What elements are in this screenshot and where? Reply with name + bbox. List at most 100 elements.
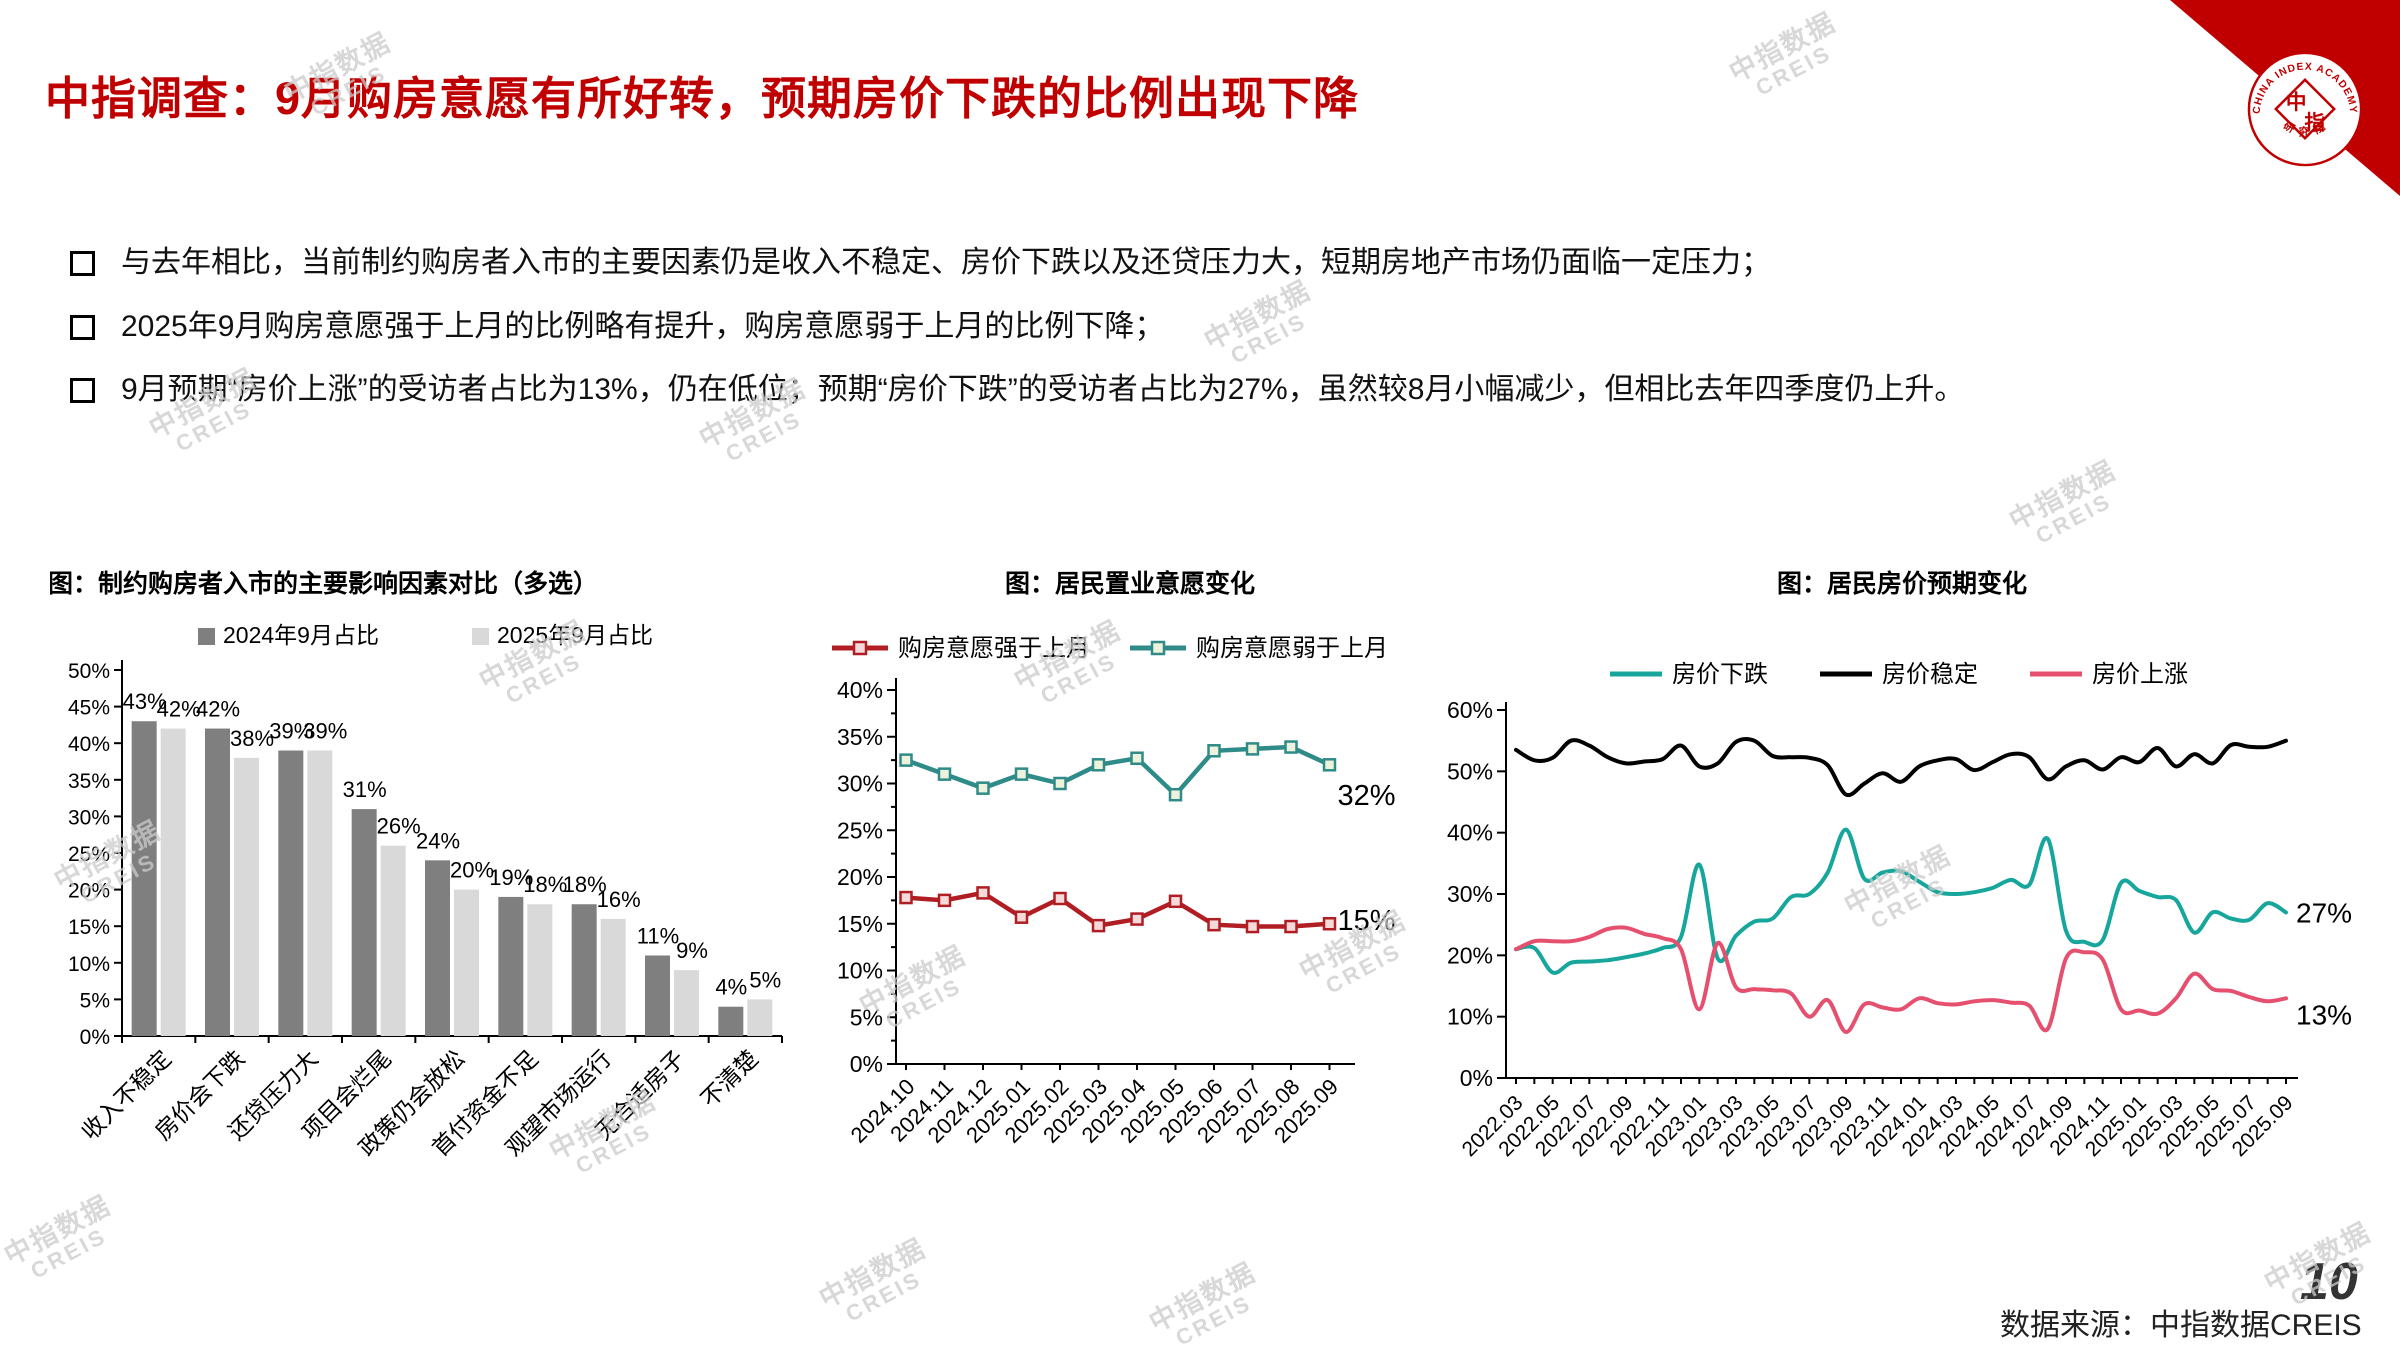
data-point-marker xyxy=(1130,751,1144,766)
legend-label: 房价稳定 xyxy=(1882,661,1978,688)
bar-value: 39% xyxy=(269,719,313,744)
y-tick-label: 45% xyxy=(68,697,110,720)
value-labels: 43%42%42%38%39%39%31%26%24%20%19%18%18%1… xyxy=(123,689,782,999)
data-point-marker xyxy=(1284,740,1298,754)
series-line xyxy=(1514,925,2288,1034)
legend: 购房意愿强于上月 购房意愿弱于上月 xyxy=(832,635,1388,662)
bar-2025 xyxy=(600,918,626,1036)
bar-2024 xyxy=(351,809,377,1036)
y-tick-label: 10% xyxy=(1447,1004,1493,1030)
bullet-text: 与去年相比，当前制约购房者入市的主要因素仍是收入不稳定、房价下跌以及还贷压力大，… xyxy=(121,246,1771,279)
chart-title: 图：居民房价预期变化 xyxy=(1777,569,2027,598)
bar-chart-constraints: 图：制约购房者入市的主要影响因素对比（多选） 2024年9月占比 2025年9月占比… xyxy=(50,569,783,1161)
bar-value: 24% xyxy=(416,828,460,853)
bar-value: 38% xyxy=(230,726,274,751)
bullet-list: 与去年相比，当前制约购房者入市的主要因素仍是收入不稳定、房价下跌以及还贷压力大，… xyxy=(70,244,2370,435)
y-tick-label: 15% xyxy=(837,911,883,937)
data-point-marker xyxy=(1053,776,1067,791)
y-tick-label: 10% xyxy=(68,953,110,976)
y-tick-label: 35% xyxy=(68,770,110,793)
company-logo: CHINA INDEX ACADEMY 研 究 院 中 指 xyxy=(2247,51,2363,167)
logo-char-top: 中 xyxy=(2286,90,2307,114)
bullet-square-icon xyxy=(70,251,95,276)
bar-2024 xyxy=(131,721,157,1036)
legend-label: 房价上涨 xyxy=(2092,661,2188,688)
data-point-marker xyxy=(899,890,913,905)
data-point-marker xyxy=(1245,742,1260,756)
y-tick-label: 50% xyxy=(1447,758,1493,784)
logo-circle xyxy=(2247,51,2363,167)
bar-value: 5% xyxy=(749,967,781,992)
series-line xyxy=(905,744,1331,798)
bar-2025 xyxy=(674,970,699,1036)
page-title: 中指调查：9月购房意愿有所好转，预期房价下跌的比例出现下降 xyxy=(45,73,1360,124)
logo-char-bottom: 指 xyxy=(2305,111,2326,135)
data-point-marker xyxy=(1053,891,1067,906)
y-tick-label: 0% xyxy=(80,1026,110,1049)
bullet-item: 与去年相比，当前制约购房者入市的主要因素仍是收入不稳定、房价下跌以及还贷压力大，… xyxy=(70,244,2370,282)
y-tick-label: 0% xyxy=(850,1051,883,1077)
bar-value: 20% xyxy=(450,858,494,883)
bar-value: 42% xyxy=(196,697,240,722)
y-tick-label: 20% xyxy=(837,864,883,890)
y-tick-label: 60% xyxy=(1447,697,1493,723)
bar-2025 xyxy=(527,904,553,1036)
bar-2024 xyxy=(425,860,450,1036)
legend-marker xyxy=(1150,640,1166,656)
y-tick-label: 20% xyxy=(68,880,110,903)
data-point-marker xyxy=(1014,910,1029,924)
bar-value: 18% xyxy=(523,872,567,897)
page-number: 10 xyxy=(2300,1253,2358,1311)
legend-swatch xyxy=(472,628,489,645)
legend-label: 购房意愿强于上月 xyxy=(898,635,1090,662)
bar-value: 9% xyxy=(676,938,708,963)
y-tick-label: 20% xyxy=(1447,942,1493,968)
bar-value: 43% xyxy=(123,689,167,714)
data-point-marker xyxy=(1168,894,1183,909)
y-tick-label: 30% xyxy=(837,771,883,797)
y-tick-label: 25% xyxy=(837,817,883,843)
y-tick-label: 30% xyxy=(68,806,110,829)
bar-value: 11% xyxy=(637,923,679,948)
legend-swatch xyxy=(198,628,215,645)
axes xyxy=(1497,702,2298,1084)
bar-2024 xyxy=(571,904,597,1036)
y-tick-label: 35% xyxy=(837,724,883,750)
bars xyxy=(131,721,773,1036)
legend-label: 房价下跌 xyxy=(1672,661,1768,688)
bar-2025 xyxy=(160,728,186,1036)
legend-label: 2024年9月占比 xyxy=(223,622,379,648)
bullet-square-icon xyxy=(70,314,95,340)
bar-2025 xyxy=(747,999,773,1036)
bar-2025 xyxy=(234,757,259,1036)
y-tick-label: 25% xyxy=(68,843,110,866)
y-tick-label: 40% xyxy=(1447,820,1493,846)
y-tick-label: 30% xyxy=(1447,881,1493,907)
bar-2025 xyxy=(454,889,479,1036)
bullet-text: 2025年9月购房意愿强于上月的比例略有提升，购房意愿弱于上月的比例下降； xyxy=(121,309,1165,343)
watermark: 中指数据 CREIS xyxy=(2004,454,2121,549)
data-point-marker xyxy=(1014,767,1029,781)
data-point-marker xyxy=(1322,758,1337,772)
bar-value: 18% xyxy=(563,872,607,897)
bar-2025 xyxy=(307,750,333,1036)
watermark: 中指数据 CREIS xyxy=(1724,6,1841,101)
data-source: 数据来源：中指数据CREIS xyxy=(2000,1309,2362,1342)
data-point-marker xyxy=(1322,917,1337,931)
end-label: 13% xyxy=(2296,999,2352,1030)
bar-value: 39% xyxy=(303,719,347,744)
legend: 房价下跌 房价稳定 房价上涨 xyxy=(1610,661,2188,688)
y-tick-label: 40% xyxy=(68,733,110,756)
data-point-marker xyxy=(976,781,990,795)
bullet-item: 2025年9月购房意愿强于上月的比例略有提升，购房意愿弱于上月的比例下降； xyxy=(70,308,2370,346)
bullet-item: 9月预期“房价上涨”的受访者占比为13%，仍在低位；预期“房价下跌”的受访者占比… xyxy=(70,371,2370,409)
data-point-marker xyxy=(937,893,952,908)
chart-title: 图：制约购房者入市的主要影响因素对比（多选） xyxy=(50,569,598,598)
series-line xyxy=(1514,827,2288,975)
data-point-marker xyxy=(1130,912,1144,926)
bar-value: 19% xyxy=(489,865,533,890)
data-point-marker xyxy=(1284,919,1298,934)
